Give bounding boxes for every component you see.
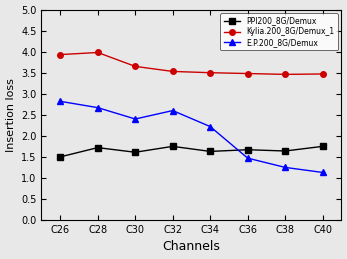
E.P.200_8G/Demux [171,109,175,112]
Y-axis label: Insertion loss: Insertion loss [6,78,16,152]
Kylia.200_8G/Demux_1 [283,73,287,76]
Line: Kylia.200_8G/Demux_1: Kylia.200_8G/Demux_1 [58,50,325,77]
PPI200_8G/Demux [246,148,250,151]
PPI200_8G/Demux [208,150,212,153]
Kylia.200_8G/Demux_1 [96,51,100,54]
PPI200_8G/Demux [283,149,287,153]
PPI200_8G/Demux [321,145,325,148]
X-axis label: Channels: Channels [162,240,220,254]
Kylia.200_8G/Demux_1 [321,73,325,76]
E.P.200_8G/Demux [133,117,137,120]
Kylia.200_8G/Demux_1 [58,53,62,56]
Kylia.200_8G/Demux_1 [246,72,250,75]
Line: E.P.200_8G/Demux: E.P.200_8G/Demux [58,98,325,175]
Kylia.200_8G/Demux_1 [171,70,175,73]
PPI200_8G/Demux [133,151,137,154]
PPI200_8G/Demux [58,155,62,159]
E.P.200_8G/Demux [208,125,212,128]
Kylia.200_8G/Demux_1 [208,71,212,74]
Kylia.200_8G/Demux_1 [133,65,137,68]
PPI200_8G/Demux [96,146,100,149]
Line: PPI200_8G/Demux: PPI200_8G/Demux [58,143,325,160]
E.P.200_8G/Demux [283,166,287,169]
E.P.200_8G/Demux [246,157,250,160]
PPI200_8G/Demux [171,145,175,148]
E.P.200_8G/Demux [58,100,62,103]
Legend: PPI200_8G/Demux, Kylia.200_8G/Demux_1, E.P.200_8G/Demux: PPI200_8G/Demux, Kylia.200_8G/Demux_1, E… [220,13,338,50]
E.P.200_8G/Demux [96,106,100,109]
E.P.200_8G/Demux [321,171,325,174]
